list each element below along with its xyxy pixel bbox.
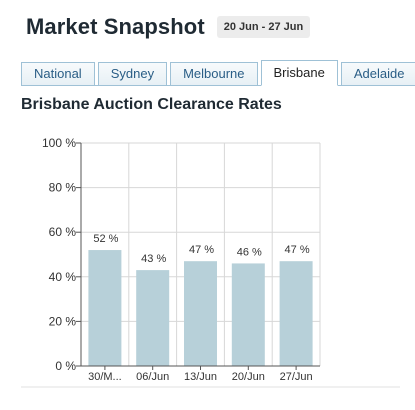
data-label: 43 % [141, 253, 166, 265]
x-tick-label: 30/M... [88, 371, 122, 383]
y-tick-label: 20 % [49, 314, 77, 328]
y-tick-label: 0 % [55, 359, 76, 373]
x-tick-label: 13/Jun [184, 371, 217, 383]
header: Market Snapshot 20 Jun - 27 Jun [26, 14, 311, 40]
chart-title: Brisbane Auction Clearance Rates [21, 96, 282, 113]
tab-melbourne[interactable]: Melbourne [170, 62, 258, 85]
date-range-badge: 20 Jun - 27 Jun [216, 16, 311, 38]
data-label: 46 % [237, 246, 262, 258]
y-tick-label: 60 % [49, 225, 77, 239]
data-label: 47 % [285, 244, 310, 256]
page-title: Market Snapshot [26, 14, 205, 39]
x-tick-label: 06/Jun [136, 371, 169, 383]
data-label: 47 % [189, 244, 214, 256]
data-label: 52 % [93, 233, 118, 245]
tab-national[interactable]: National [21, 62, 95, 85]
y-tick-label: 40 % [49, 270, 77, 284]
x-tick-label: 20/Jun [232, 371, 265, 383]
bar [184, 261, 217, 366]
bar [279, 261, 313, 366]
tab-sydney[interactable]: Sydney [97, 62, 168, 85]
tab-brisbane[interactable]: Brisbane [260, 60, 338, 86]
city-tabs: National Sydney Melbourne Brisbane Adela… [21, 60, 415, 86]
bar [231, 263, 265, 366]
y-tick-label: 80 % [49, 181, 77, 195]
y-tick-label: 100 % [42, 136, 76, 150]
x-tick-label: 27/Jun [280, 371, 313, 383]
tab-adelaide[interactable]: Adelaide [340, 62, 415, 85]
bar [136, 270, 170, 366]
bar [88, 250, 122, 366]
